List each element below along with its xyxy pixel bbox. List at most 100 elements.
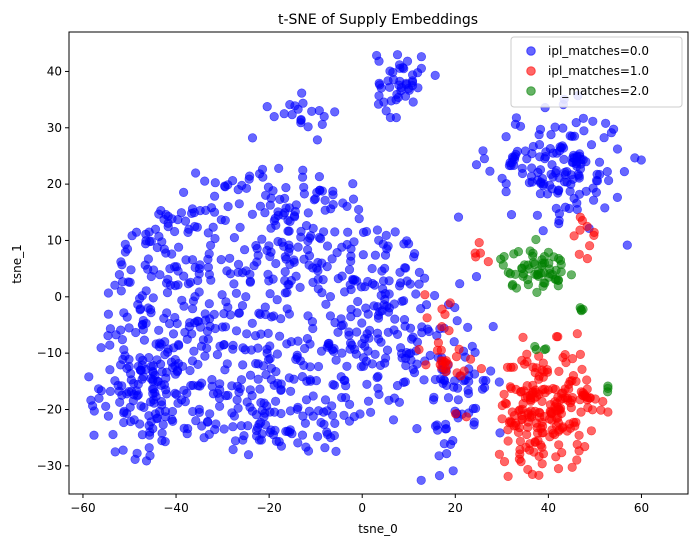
- scatter-point-series-0: [429, 392, 439, 402]
- scatter-point-series-0: [245, 370, 256, 380]
- scatter-point-series-0: [269, 111, 279, 122]
- scatter-point-series-2: [555, 255, 566, 266]
- scatter-point-series-0: [600, 118, 611, 128]
- scatter-point-series-0: [291, 354, 301, 365]
- scatter-point-series-0: [397, 296, 407, 306]
- scatter-point-series-0: [195, 260, 205, 270]
- scatter-point-series-0: [237, 301, 248, 311]
- scatter-point-series-0: [537, 173, 548, 184]
- scatter-point-series-2: [556, 267, 566, 277]
- scatter-point-series-0: [558, 123, 568, 133]
- scatter-point-series-0: [414, 267, 425, 278]
- scatter-point-series-0: [325, 292, 336, 302]
- scatter-point-series-0: [337, 348, 347, 358]
- scatter-point-series-0: [588, 116, 598, 126]
- scatter-point-series-0: [119, 406, 129, 416]
- scatter-point-series-0: [212, 350, 222, 360]
- scatter-point-series-0: [114, 386, 124, 396]
- scatter-point-series-0: [323, 339, 333, 349]
- scatter-point-series-0: [416, 475, 426, 485]
- scatter-point-series-0: [291, 200, 301, 210]
- scatter-point-series-0: [298, 98, 308, 108]
- scatter-point-series-0: [147, 384, 158, 394]
- scatter-point-series-0: [501, 179, 511, 189]
- scatter-point-series-1: [545, 400, 556, 410]
- scatter-point-series-0: [233, 259, 244, 270]
- scatter-point-series-0: [254, 308, 264, 318]
- scatter-point-series-0: [560, 202, 571, 212]
- scatter-point-series-1: [572, 455, 582, 465]
- scatter-point-series-0: [273, 236, 283, 247]
- scatter-point-series-0: [348, 194, 359, 204]
- scatter-point-series-0: [485, 166, 495, 176]
- scatter-point-series-0: [548, 148, 558, 158]
- scatter-point-series-2: [532, 287, 542, 298]
- y-tick-label: −10: [37, 346, 62, 360]
- scatter-point-series-0: [192, 222, 202, 232]
- scatter-point-series-2: [531, 234, 541, 245]
- scatter-point-series-0: [439, 439, 449, 449]
- scatter-point-series-1: [437, 322, 447, 332]
- scatter-point-series-0: [168, 329, 179, 339]
- scatter-point-series-0: [143, 303, 153, 313]
- scatter-point-series-0: [313, 361, 324, 372]
- scatter-point-series-0: [286, 386, 296, 396]
- scatter-point-series-0: [179, 187, 189, 197]
- scatter-point-series-1: [466, 354, 476, 364]
- scatter-point-series-0: [408, 332, 418, 342]
- scatter-point-series-0: [407, 77, 418, 87]
- scatter-point-series-1: [533, 435, 543, 446]
- scatter-point-series-0: [271, 258, 281, 269]
- scatter-point-series-1: [525, 412, 535, 422]
- scatter-point-series-0: [185, 318, 195, 328]
- scatter-point-series-0: [234, 308, 244, 318]
- legend-label: ipl_matches=0.0: [548, 44, 649, 58]
- scatter-point-series-0: [115, 397, 125, 407]
- scatter-point-series-1: [483, 257, 493, 267]
- scatter-point-series-0: [141, 456, 152, 466]
- scatter-point-series-1: [567, 462, 577, 472]
- scatter-point-series-0: [360, 282, 370, 292]
- scatter-point-series-0: [303, 122, 313, 132]
- scatter-point-series-0: [630, 153, 640, 163]
- scatter-point-series-0: [308, 263, 318, 273]
- scatter-point-series-0: [129, 415, 139, 425]
- scatter-point-series-0: [412, 359, 422, 369]
- scatter-point-series-0: [546, 169, 556, 179]
- scatter-point-series-0: [328, 346, 339, 357]
- scatter-point-series-1: [566, 403, 576, 413]
- scatter-point-series-0: [506, 210, 517, 220]
- scatter-point-series-1: [572, 329, 582, 339]
- scatter-point-series-0: [155, 270, 165, 280]
- scatter-point-series-0: [319, 419, 329, 430]
- scatter-point-series-0: [301, 442, 311, 452]
- scatter-point-series-0: [347, 340, 357, 350]
- scatter-point-series-1: [582, 375, 592, 385]
- scatter-point-series-0: [532, 210, 543, 220]
- scatter-point-series-0: [174, 242, 184, 252]
- scatter-point-series-0: [408, 97, 418, 107]
- scatter-point-series-0: [336, 314, 346, 324]
- scatter-point-series-0: [183, 279, 193, 289]
- scatter-point-series-0: [247, 391, 257, 401]
- scatter-point-series-0: [188, 406, 198, 417]
- scatter-point-series-0: [272, 349, 283, 359]
- scatter-point-series-1: [571, 376, 581, 387]
- scatter-point-series-0: [195, 322, 206, 332]
- scatter-point-series-0: [233, 185, 243, 195]
- scatter-point-series-0: [375, 80, 385, 90]
- scatter-point-series-0: [434, 471, 445, 481]
- scatter-point-series-0: [361, 226, 372, 237]
- scatter-point-series-0: [471, 272, 482, 282]
- scatter-point-series-0: [237, 268, 248, 278]
- scatter-point-series-0: [316, 346, 327, 356]
- scatter-point-series-0: [261, 420, 271, 430]
- plot-area: [84, 50, 646, 485]
- scatter-point-series-0: [204, 249, 214, 259]
- scatter-point-series-0: [307, 317, 318, 327]
- scatter-point-series-0: [127, 231, 137, 241]
- scatter-point-series-0: [377, 266, 387, 276]
- scatter-point-series-0: [256, 329, 266, 339]
- x-tick-label: 20: [448, 501, 463, 515]
- scatter-point-series-1: [564, 419, 575, 429]
